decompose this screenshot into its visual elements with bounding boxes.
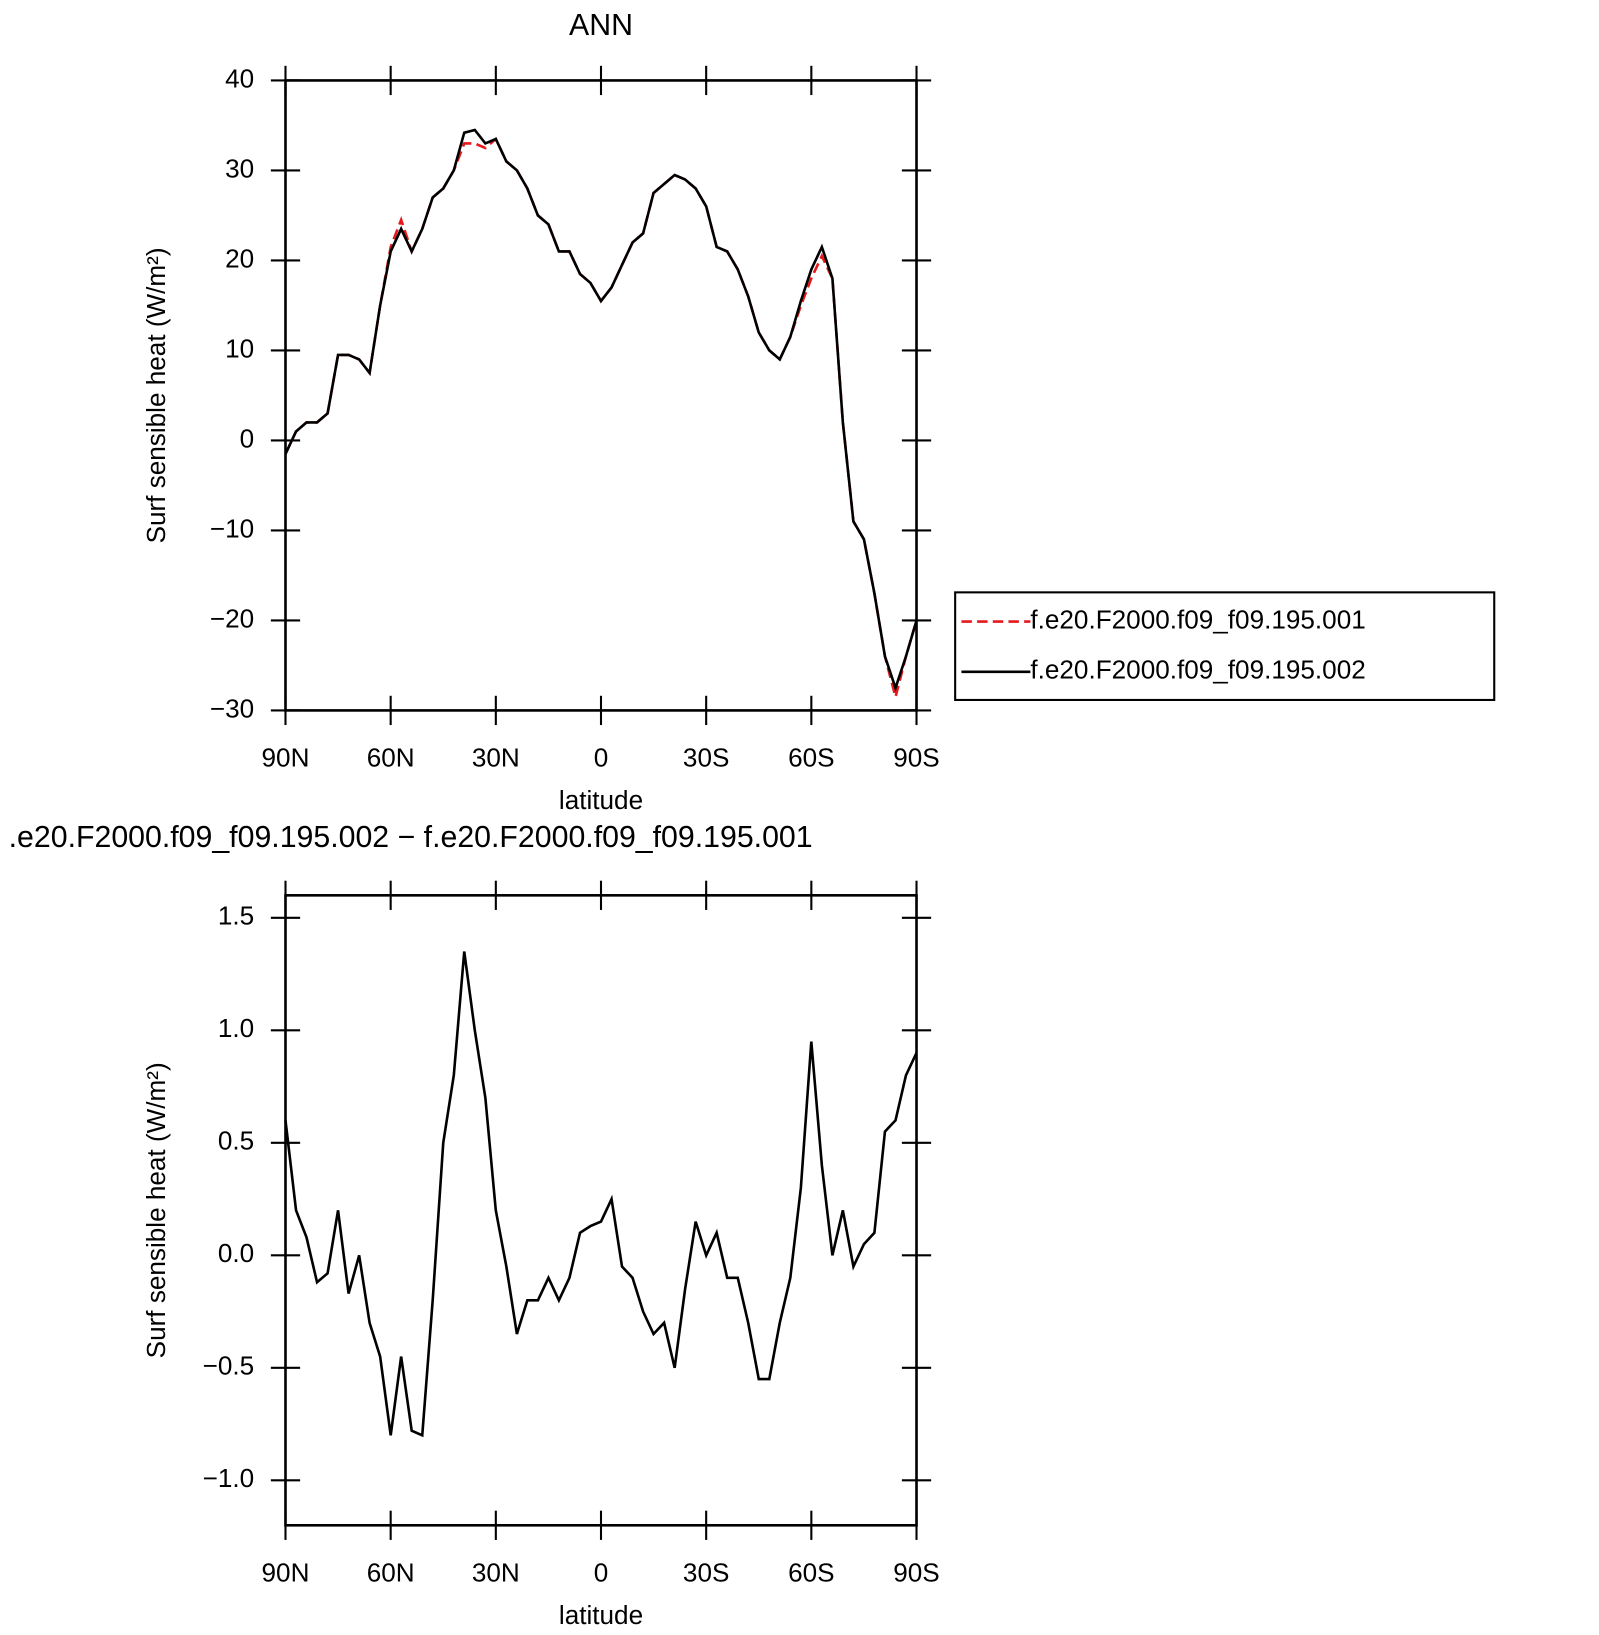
data-line xyxy=(284,951,918,1438)
legend-box xyxy=(954,591,1496,702)
y-axis-label: Surf sensible heat (W/m²) xyxy=(141,1062,171,1358)
data-line xyxy=(284,136,918,703)
x-tick-label: 60N xyxy=(367,1557,415,1587)
x-tick-label: 0 xyxy=(594,1557,609,1587)
x-tick-label: 90S xyxy=(893,742,939,772)
plot-frame xyxy=(284,894,918,1527)
x-tick-label: 90S xyxy=(893,1557,939,1587)
y-tick-label: 20 xyxy=(225,243,254,273)
y-tick-label: 1.0 xyxy=(218,1013,254,1043)
x-tick-label: 60N xyxy=(367,742,415,772)
y-tick-label: 0 xyxy=(240,423,255,453)
x-tick-label: 30S xyxy=(683,742,729,772)
x-axis-label: latitude xyxy=(559,785,643,815)
y-axis-label: Surf sensible heat (W/m²) xyxy=(141,247,171,543)
y-tick-label: 10 xyxy=(225,333,254,363)
plot-frame xyxy=(284,79,918,712)
x-tick-label: 90N xyxy=(262,742,310,772)
y-tick-label: −1.0 xyxy=(203,1463,255,1493)
y-tick-label: 0.0 xyxy=(218,1238,254,1268)
y-tick-label: −10 xyxy=(210,513,254,543)
x-axis-label: latitude xyxy=(559,1600,643,1630)
y-tick-label: 30 xyxy=(225,153,254,183)
chart-title: ANN xyxy=(569,9,633,42)
y-tick-label: 1.5 xyxy=(218,901,254,931)
x-tick-label: 30N xyxy=(472,742,520,772)
x-tick-label: 30N xyxy=(472,1557,520,1587)
x-tick-label: 90N xyxy=(262,1557,310,1587)
y-tick-label: 0.5 xyxy=(218,1126,254,1156)
y-tick-label: −20 xyxy=(210,603,254,633)
legend-label: f.e20.F2000.f09_f09.195.001 xyxy=(1030,605,1365,635)
x-tick-label: 60S xyxy=(788,742,834,772)
x-tick-label: 30S xyxy=(683,1557,729,1587)
y-tick-label: −30 xyxy=(210,693,254,723)
chart-title: .e20.F2000.f09_f09.195.002 − f.e20.F2000… xyxy=(9,821,813,854)
x-tick-label: 0 xyxy=(594,742,609,772)
x-tick-label: 60S xyxy=(788,1557,834,1587)
y-tick-label: 40 xyxy=(225,63,254,93)
y-tick-label: −0.5 xyxy=(203,1351,255,1381)
legend-label: f.e20.F2000.f09_f09.195.002 xyxy=(1030,655,1365,685)
data-line xyxy=(284,128,918,693)
